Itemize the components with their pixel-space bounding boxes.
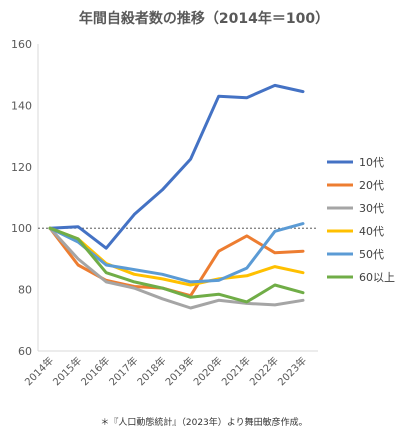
y-tick-label: 60 [18, 345, 32, 358]
x-tick-label: 2016年 [78, 354, 112, 388]
y-tick-label: 120 [11, 161, 32, 174]
legend-label: 10代 [359, 156, 384, 169]
x-tick-label: 2015年 [50, 354, 84, 388]
x-tick-label: 2019年 [162, 354, 196, 388]
legend-label: 50代 [359, 248, 384, 261]
legend-label: 60以上 [359, 271, 395, 284]
chart-title: 年間自殺者数の推移（2014年＝100） [78, 11, 330, 27]
x-tick-label: 2020年 [191, 354, 225, 388]
series-line [48, 226, 305, 310]
series-line [48, 226, 305, 287]
y-tick-label: 100 [11, 222, 32, 235]
x-tick-label: 2017年 [106, 354, 140, 388]
x-tick-label: 2023年 [275, 354, 309, 388]
legend-label: 20代 [359, 179, 384, 192]
legend-label: 40代 [359, 225, 384, 238]
series-line [48, 226, 305, 298]
y-tick-label: 160 [11, 38, 32, 51]
y-tick-label: 80 [18, 284, 32, 297]
footnote: ＊『人口動態統計』（2023年）より舞田敏彦作成。 [100, 418, 308, 428]
x-tick-label: 2018年 [134, 354, 168, 388]
x-tick-label: 2021年 [219, 354, 253, 388]
series-line [48, 226, 305, 304]
x-tick-label: 2014年 [22, 354, 56, 388]
series-line [48, 83, 305, 250]
legend-label: 30代 [359, 202, 384, 215]
y-tick-label: 140 [11, 99, 32, 112]
x-tick-label: 2022年 [247, 354, 281, 388]
